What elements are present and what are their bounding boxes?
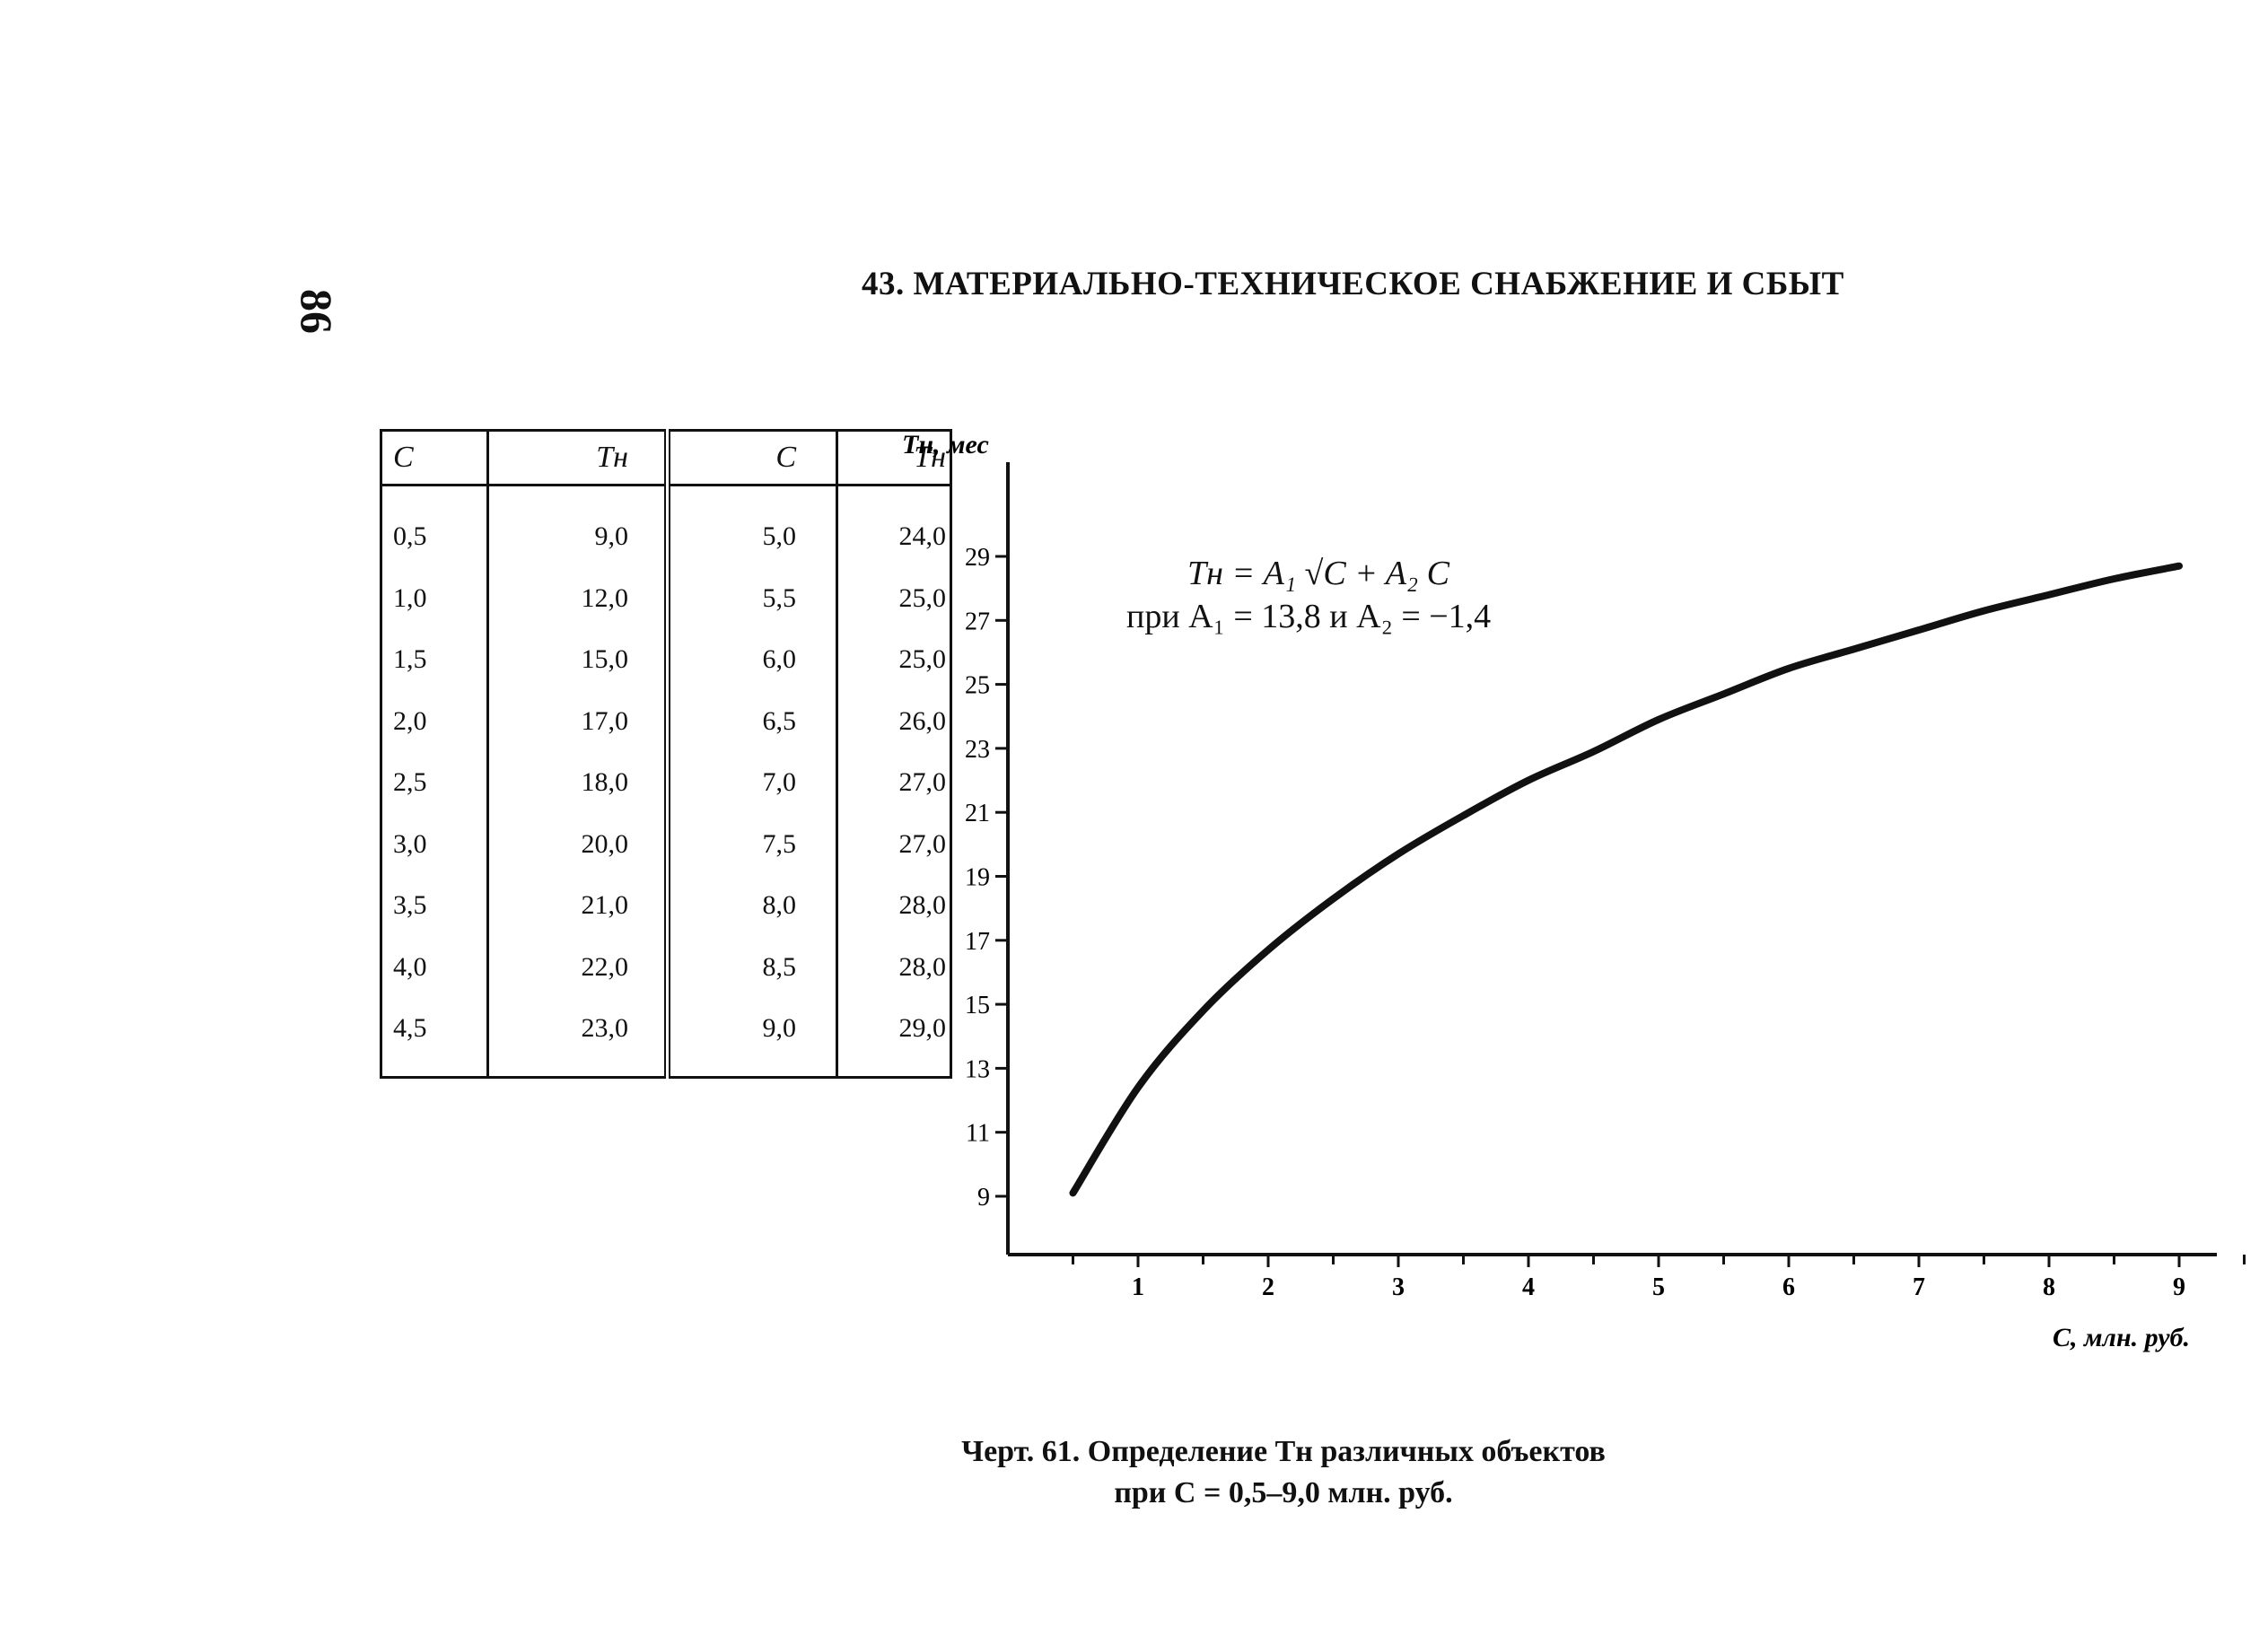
x-tick-label: 2 xyxy=(1262,1273,1274,1301)
table-row: 4,0 22,0 8,5 28,0 xyxy=(380,936,952,998)
table-cell: 22,0 xyxy=(486,936,670,998)
table-cell: 15,0 xyxy=(486,629,670,691)
table-cell: 9,0 xyxy=(666,998,838,1079)
y-tick-label: 29 xyxy=(965,544,990,572)
table-cell: 2,0 xyxy=(380,690,489,752)
chart-series xyxy=(1069,562,2183,1197)
table-cell: 20,0 xyxy=(486,813,670,875)
table-cell: 25,0 xyxy=(836,629,952,691)
x-axis-ticks: 1 2 3 4 5 6 7 8 9 xyxy=(1072,1255,2246,1301)
table-cell: 4,5 xyxy=(380,998,489,1079)
table-cell: 27,0 xyxy=(836,813,952,875)
x-tick-label: 4 xyxy=(1522,1273,1535,1301)
table-row: 4,5 23,0 9,0 29,0 xyxy=(380,998,952,1079)
x-tick-label: 9 xyxy=(2173,1273,2185,1301)
table-cell: 18,0 xyxy=(486,752,670,814)
y-tick-label: 19 xyxy=(965,864,990,892)
x-axis-label: C, млн. руб. xyxy=(2053,1323,2190,1352)
y-tick-label: 17 xyxy=(965,928,990,956)
table-cell: 6,5 xyxy=(666,690,838,752)
table-cell: 1,5 xyxy=(380,629,489,691)
table-row: 2,5 18,0 7,0 27,0 xyxy=(380,752,952,814)
table-cell: 25,0 xyxy=(836,567,952,629)
caption-line-2: при C = 0,5–9,0 млн. руб. xyxy=(1114,1476,1453,1509)
chart-axes xyxy=(1006,462,2217,1256)
table-cell: 24,0 xyxy=(836,485,952,568)
x-tick-label: 3 xyxy=(1392,1273,1405,1301)
x-tick-label: 8 xyxy=(2043,1273,2055,1301)
table-cell: 5,0 xyxy=(666,485,838,568)
table-cell: 17,0 xyxy=(486,690,670,752)
x-tick-label: 6 xyxy=(1782,1273,1795,1301)
y-tick-label: 13 xyxy=(965,1055,990,1083)
table-cell: 26,0 xyxy=(836,690,952,752)
table-cell: 7,0 xyxy=(666,752,838,814)
table-row: 0,5 9,0 5,0 24,0 xyxy=(380,485,952,568)
formula: Tн = A₁ √C + A₂ C при A₁ = 13,8 и A₂ = −… xyxy=(1126,552,1491,638)
y-tick-label: 21 xyxy=(965,800,990,827)
table-cell: 0,5 xyxy=(380,485,489,568)
table-header-tn: Tн xyxy=(836,429,952,486)
table-cell: 28,0 xyxy=(836,936,952,998)
x-tick-label: 1 xyxy=(1132,1273,1144,1301)
figure-caption: Черт. 61. Определение Tн различных объек… xyxy=(951,1431,1616,1514)
table-cell: 28,0 xyxy=(836,875,952,937)
y-axis-ticks: 9 11 13 15 17 19 21 23 25 27 29 xyxy=(965,544,1008,1212)
x-tick-label: 5 xyxy=(1652,1273,1665,1301)
table-cell: 12,0 xyxy=(486,567,670,629)
formula-line-2: при A₁ = 13,8 и A₂ = −1,4 xyxy=(1126,598,1492,635)
table-row: 2,0 17,0 6,5 26,0 xyxy=(380,690,952,752)
table-cell: 5,5 xyxy=(666,567,838,629)
table-header-row: C Tн C Tн xyxy=(380,429,952,486)
table-cell: 27,0 xyxy=(836,752,952,814)
caption-line-1: Черт. 61. Определение Tн различных объек… xyxy=(961,1435,1606,1468)
table-header-c: C xyxy=(666,429,838,486)
series-line xyxy=(1069,562,2183,1197)
y-tick-label: 23 xyxy=(965,736,990,764)
table-cell: 1,0 xyxy=(380,567,489,629)
table-row: 1,0 12,0 5,5 25,0 xyxy=(380,567,952,629)
table-cell: 29,0 xyxy=(836,998,952,1079)
y-tick-label: 11 xyxy=(966,1120,990,1148)
formula-line-1: Tн = A₁ √C + A₂ C xyxy=(1187,555,1449,592)
table-cell: 8,5 xyxy=(666,936,838,998)
table-cell: 3,5 xyxy=(380,875,489,937)
table-header-tn: Tн xyxy=(486,429,670,486)
y-axis-label: Tн, мес xyxy=(902,430,989,459)
y-tick-label: 15 xyxy=(965,992,990,1019)
data-table: C Tн C Tн 0,5 9,0 5,0 24,0 1,0 12,0 5,5 … xyxy=(380,429,952,1079)
table-cell: 21,0 xyxy=(486,875,670,937)
table-header-c: C xyxy=(380,429,489,486)
table-cell: 7,5 xyxy=(666,813,838,875)
y-tick-label: 25 xyxy=(965,672,990,700)
x-tick-label: 7 xyxy=(1913,1273,1925,1301)
table-cell: 9,0 xyxy=(486,485,670,568)
table-cell: 4,0 xyxy=(380,936,489,998)
table-cell: 3,0 xyxy=(380,813,489,875)
y-tick-label: 27 xyxy=(965,608,990,635)
table-cell: 2,5 xyxy=(380,752,489,814)
section-title: 43. МАТЕРИАЛЬНО-ТЕХНИЧЕСКОЕ СНАБЖЕНИЕ И … xyxy=(862,266,1844,302)
table-row: 3,5 21,0 8,0 28,0 xyxy=(380,875,952,937)
table-row: 1,5 15,0 6,0 25,0 xyxy=(380,629,952,691)
table-row: 3,0 20,0 7,5 27,0 xyxy=(380,813,952,875)
y-tick-label: 9 xyxy=(977,1184,990,1212)
table-cell: 23,0 xyxy=(486,998,670,1079)
table-cell: 8,0 xyxy=(666,875,838,937)
table-cell: 6,0 xyxy=(666,629,838,691)
